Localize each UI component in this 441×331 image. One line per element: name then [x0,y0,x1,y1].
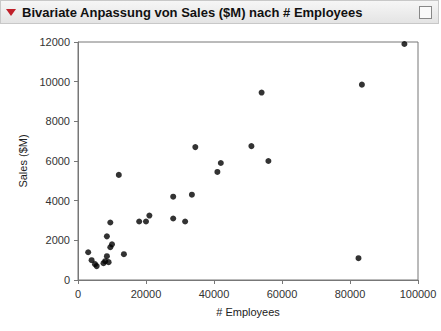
svg-text:100000: 100000 [400,288,437,300]
svg-text:Sales ($M): Sales ($M) [17,134,29,187]
svg-text:# Employees: # Employees [216,306,280,318]
html-text:Bivariate Anpassung von Sales: Bivariate Anpassung von Sales ($M) nach … [22,4,363,20]
svg-text:2000: 2000 [46,234,70,246]
svg-text:0: 0 [64,274,70,286]
svg-text:10000: 10000 [39,76,70,88]
svg-text:8000: 8000 [46,115,70,127]
svg-text:40000: 40000 [199,288,230,300]
svg-text:60000: 60000 [267,288,298,300]
svg-text:0: 0 [75,288,81,300]
svg-text:80000: 80000 [335,288,366,300]
svg-text:20000: 20000 [131,288,162,300]
svg-text:12000: 12000 [39,36,70,48]
svg-text:6000: 6000 [46,155,70,167]
svg-text:4000: 4000 [46,195,70,207]
